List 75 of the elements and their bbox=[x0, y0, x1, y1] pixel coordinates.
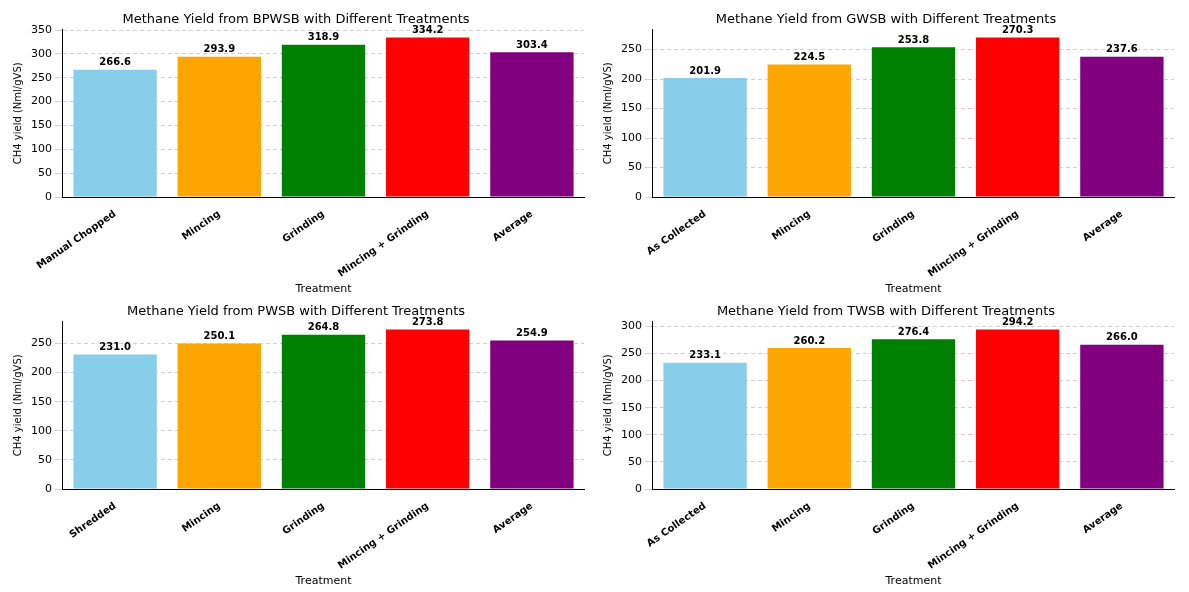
y-tick-label: 150 bbox=[31, 394, 52, 408]
y-tick-label: 200 bbox=[621, 71, 642, 85]
y-tick-label: 100 bbox=[621, 130, 642, 144]
bar bbox=[767, 64, 851, 197]
y-tick-label: 150 bbox=[621, 400, 642, 414]
y-tick-label: 200 bbox=[31, 365, 52, 379]
bar bbox=[1080, 56, 1164, 197]
bar bbox=[177, 56, 261, 197]
y-tick-label: 50 bbox=[38, 166, 52, 180]
data-label: 270.3 bbox=[1001, 24, 1034, 36]
y-axis-title: CH4 yield (Nml/gVS) bbox=[601, 354, 613, 457]
bar bbox=[663, 77, 747, 197]
bar bbox=[1080, 344, 1164, 489]
y-tick-label: 350 bbox=[31, 22, 52, 36]
y-tick-label: 100 bbox=[621, 427, 642, 441]
bar bbox=[73, 354, 157, 489]
data-label: 254.9 bbox=[516, 327, 548, 339]
bar bbox=[281, 334, 366, 489]
x-axis-title: Treatment bbox=[884, 282, 943, 296]
data-label: 201.9 bbox=[689, 64, 721, 76]
y-tick-label: 250 bbox=[31, 336, 52, 350]
y-tick-label: 150 bbox=[621, 101, 642, 115]
data-label: 264.8 bbox=[307, 321, 340, 333]
bar bbox=[663, 362, 747, 489]
data-label: 318.9 bbox=[307, 31, 340, 43]
data-label: 276.4 bbox=[897, 325, 930, 337]
data-label: 266.0 bbox=[1106, 331, 1138, 343]
bar bbox=[871, 339, 956, 489]
bar bbox=[871, 47, 956, 197]
data-label: 266.6 bbox=[99, 56, 131, 68]
y-tick-label: 50 bbox=[628, 160, 642, 174]
bar bbox=[386, 329, 470, 489]
y-tick-label: 250 bbox=[31, 70, 52, 84]
data-label: 334.2 bbox=[411, 24, 444, 36]
bar bbox=[177, 343, 261, 489]
y-tick-label: 50 bbox=[38, 452, 52, 466]
y-tick-label: 200 bbox=[621, 373, 642, 387]
data-label: 237.6 bbox=[1106, 43, 1138, 55]
data-label: 224.5 bbox=[793, 51, 826, 63]
y-tick-label: 250 bbox=[621, 42, 642, 56]
data-label: 231.0 bbox=[99, 341, 131, 353]
data-label: 233.1 bbox=[689, 349, 721, 361]
bar bbox=[976, 37, 1060, 197]
bar bbox=[490, 52, 574, 197]
bar bbox=[73, 69, 157, 197]
y-tick-label: 0 bbox=[635, 189, 642, 203]
bar bbox=[386, 37, 470, 197]
x-axis-title: Treatment bbox=[294, 574, 353, 588]
data-label: 303.4 bbox=[516, 38, 548, 50]
y-axis-title: CH4 yield (Nml/gVS) bbox=[601, 62, 613, 165]
y-axis-title: CH4 yield (Nml/gVS) bbox=[11, 354, 23, 457]
y-tick-label: 0 bbox=[45, 189, 52, 203]
bar bbox=[976, 329, 1060, 489]
data-label: 260.2 bbox=[793, 334, 826, 346]
y-tick-label: 0 bbox=[635, 481, 642, 495]
y-tick-label: 300 bbox=[621, 319, 642, 333]
y-tick-label: 150 bbox=[31, 118, 52, 132]
bar bbox=[490, 340, 574, 489]
data-label: 293.9 bbox=[203, 43, 236, 55]
y-tick-label: 50 bbox=[628, 454, 642, 468]
y-tick-label: 0 bbox=[45, 481, 52, 495]
x-axis-title: Treatment bbox=[294, 282, 353, 296]
y-tick-label: 250 bbox=[621, 346, 642, 360]
y-tick-label: 100 bbox=[31, 423, 52, 437]
y-tick-label: 200 bbox=[31, 94, 52, 108]
bar bbox=[767, 347, 851, 489]
y-tick-label: 300 bbox=[31, 46, 52, 60]
bar bbox=[281, 44, 366, 197]
y-tick-label: 100 bbox=[31, 142, 52, 156]
y-axis-title: CH4 yield (Nml/gVS) bbox=[11, 62, 23, 165]
x-axis-title: Treatment bbox=[884, 574, 943, 588]
data-label: 250.1 bbox=[203, 329, 236, 341]
data-label: 253.8 bbox=[897, 33, 930, 45]
data-label: 294.2 bbox=[1001, 316, 1034, 328]
data-label: 273.8 bbox=[411, 316, 444, 328]
